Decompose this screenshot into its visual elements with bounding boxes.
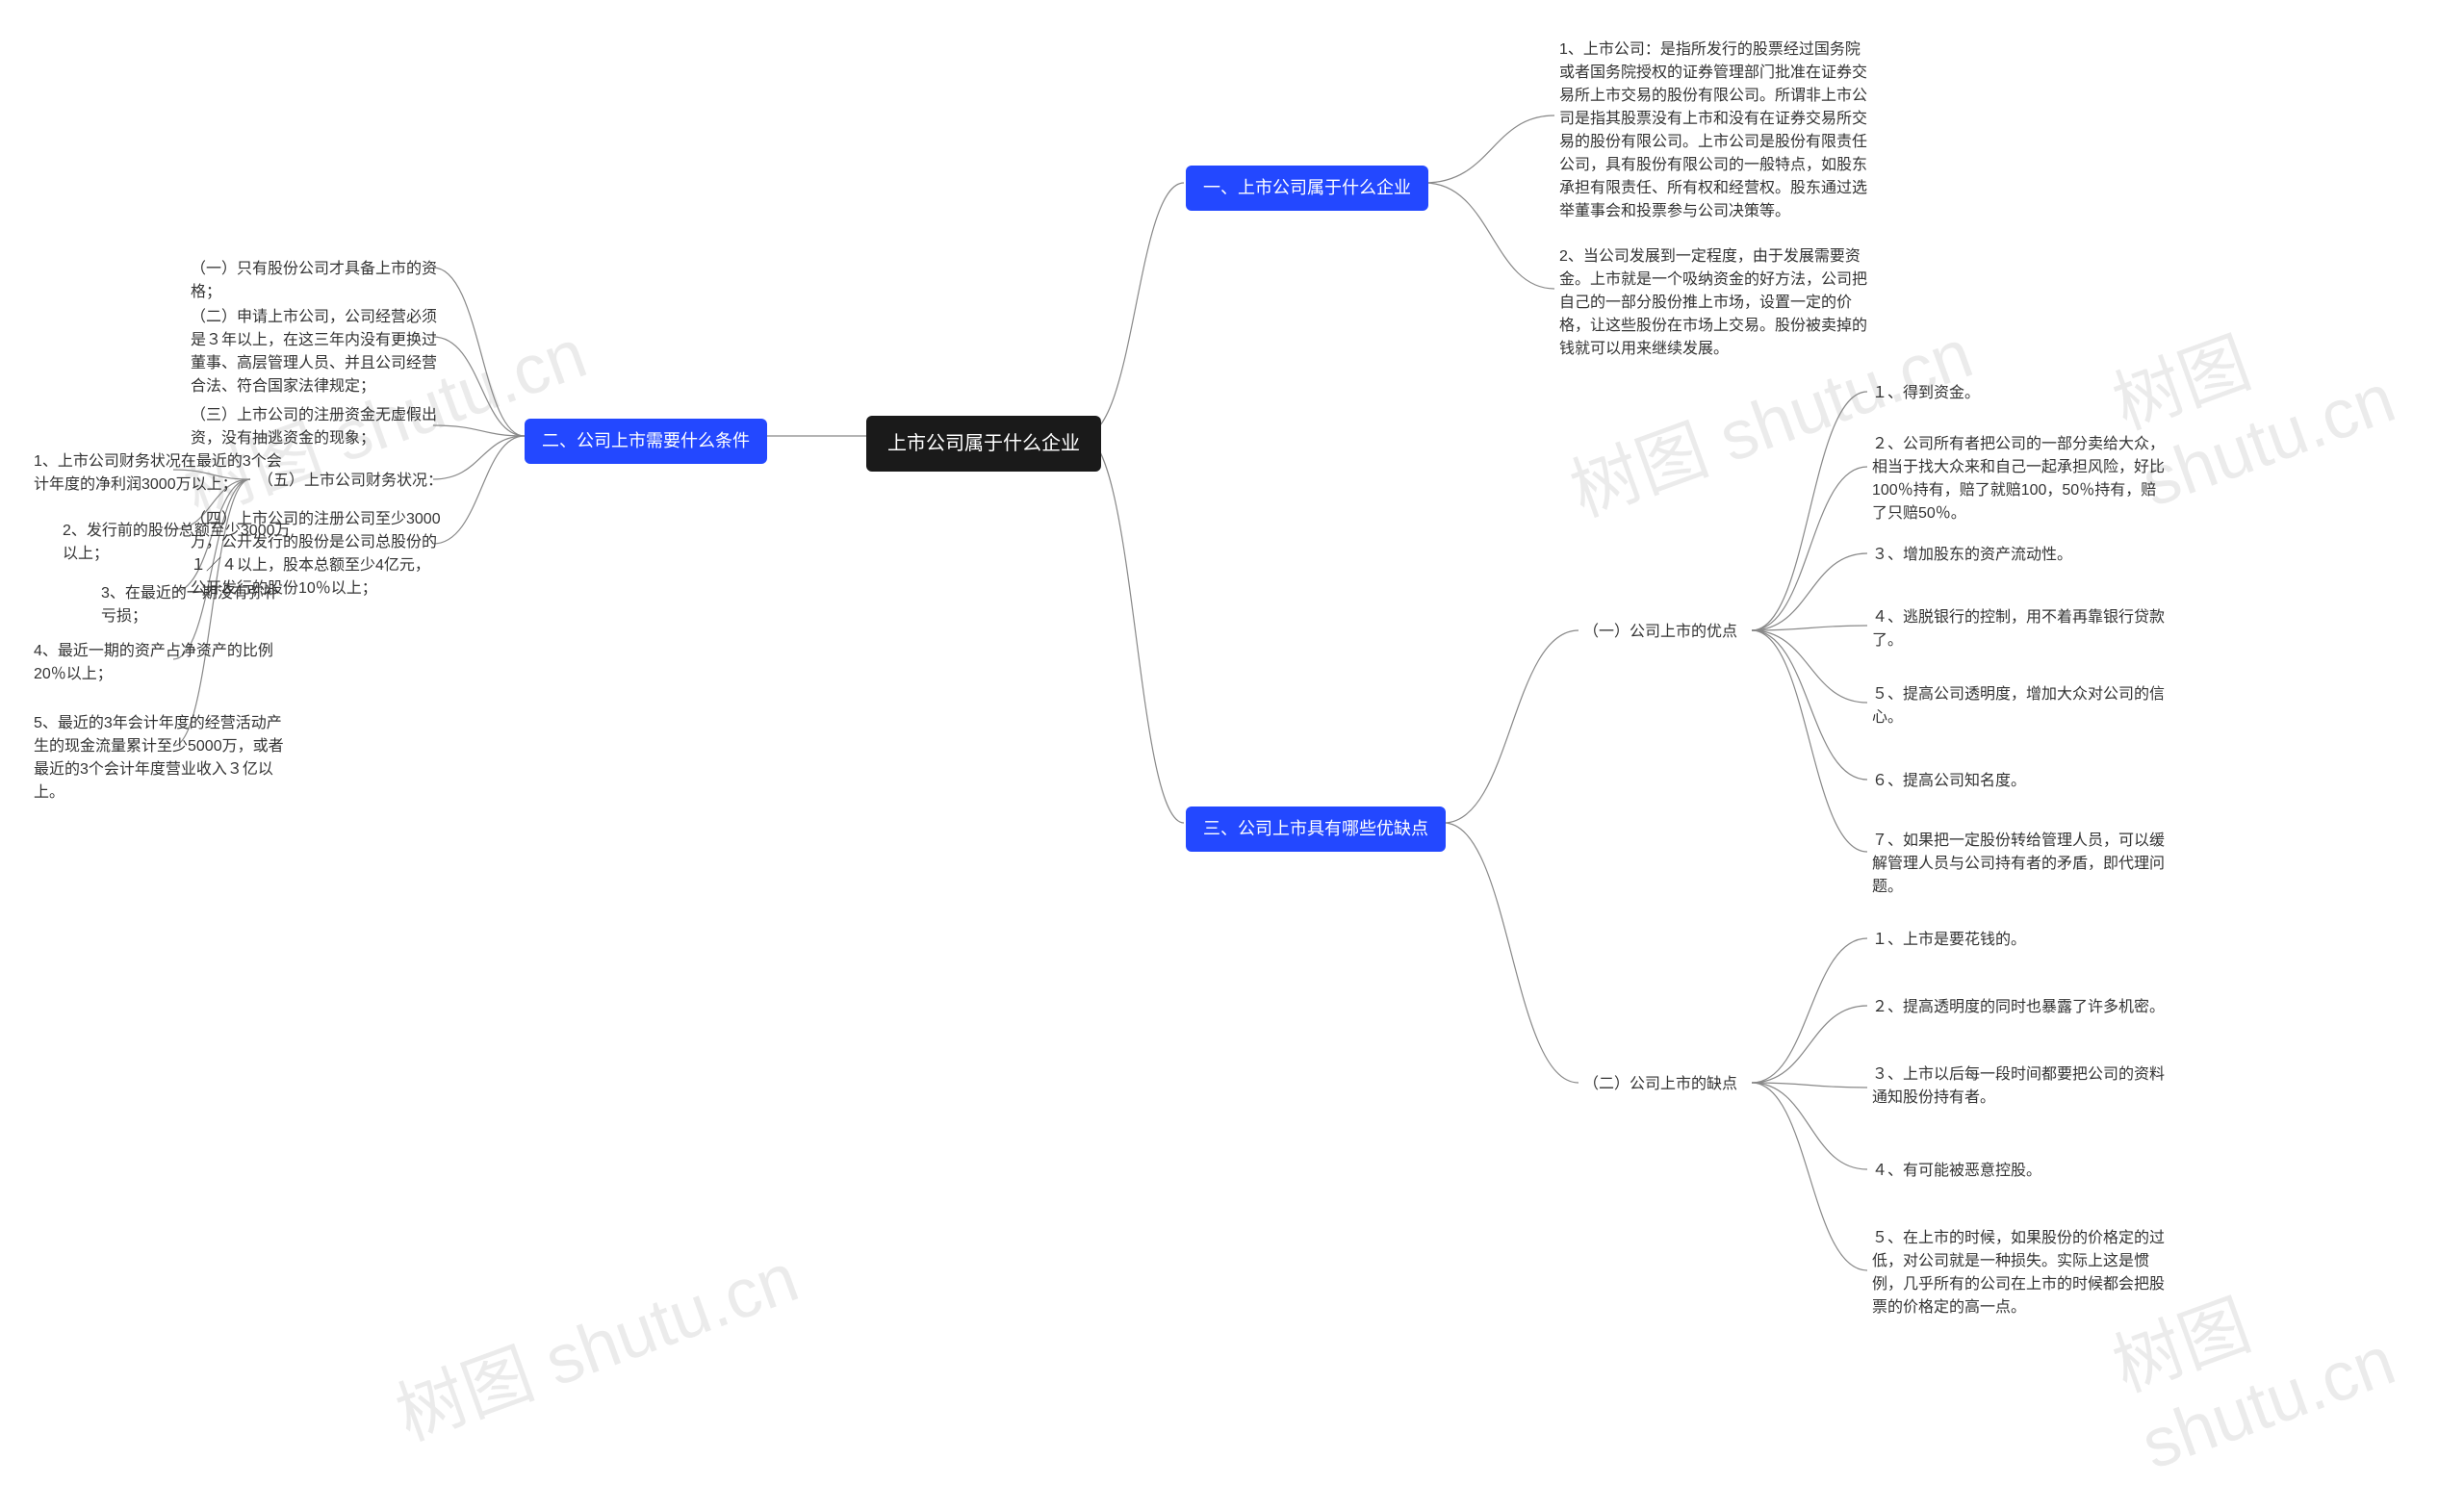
branch3-sub1-child-2: ２、公司所有者把公司的一部分卖给大众，相当于找大众来和自己一起承担风险，好比10… — [1872, 433, 2170, 525]
branch3-sub2-child-4: ４、有可能被恶意控股。 — [1872, 1160, 2041, 1183]
branch2-child-1: （一）只有股份公司才具备上市的资格； — [191, 258, 441, 304]
branch2-child-2: （二）申请上市公司，公司经营必须是３年以上，在这三年内没有更换过董事、高层管理人… — [191, 306, 441, 398]
branch3-sub2-child-3: ３、上市以后每一段时间都要把公司的资料通知股份持有者。 — [1872, 1063, 2170, 1110]
branch3-sub1-child-5: ５、提高公司透明度，增加大众对公司的信心。 — [1872, 683, 2170, 730]
branch2-sub5-4: 4、最近一期的资产占净资产的比例20％以上； — [34, 640, 294, 686]
branch3-sub1-label: （一）公司上市的优点 — [1583, 621, 1737, 644]
branch2-sub5-1: 1、上市公司财务状况在最近的3个会计年度的净利润3000万以上； — [34, 450, 294, 497]
branch2-sub5-2: 2、发行前的股份总额至少3000万以上； — [63, 520, 294, 566]
branch1-child-2: 2、当公司发展到一定程度，由于发展需要资金。上市就是一个吸纳资金的好方法，公司把… — [1559, 245, 1867, 361]
branch3-sub2-child-5: ５、在上市的时候，如果股份的价格定的过低，对公司就是一种损失。实际上这是惯例，几… — [1872, 1227, 2170, 1319]
branch3-sub2-label: （二）公司上市的缺点 — [1583, 1073, 1737, 1096]
branch2-node: 二、公司上市需要什么条件 — [525, 419, 767, 464]
branch3-sub1-child-6: ６、提高公司知名度。 — [1872, 770, 2026, 793]
branch3-sub1-child-7: ７、如果把一定股份转给管理人员，可以缓解管理人员与公司持有者的矛盾，即代理问题。 — [1872, 830, 2170, 899]
branch3-sub1-child-4: ４、逃脱银行的控制，用不着再靠银行贷款了。 — [1872, 606, 2170, 653]
branch3-node: 三、公司上市具有哪些优缺点 — [1186, 807, 1446, 852]
branch1-child-1: 1、上市公司：是指所发行的股票经过国务院或者国务院授权的证券管理部门批准在证券交… — [1559, 38, 1867, 223]
branch3-sub2-child-2: ２、提高透明度的同时也暴露了许多机密。 — [1872, 996, 2165, 1019]
branch3-sub2-child-1: １、上市是要花钱的。 — [1872, 929, 2026, 952]
branch1-node: 一、上市公司属于什么企业 — [1186, 166, 1428, 211]
branch2-sub5-3: 3、在最近的一期没有弥补亏损； — [101, 582, 294, 628]
branch2-child-3: （三）上市公司的注册资金无虚假出资，没有抽逃资金的现象； — [191, 404, 441, 450]
branch3-sub1-child-1: １、得到资金。 — [1872, 382, 1980, 405]
watermark: 树图 shutu.cn — [380, 1221, 809, 1460]
branch3-sub1-child-3: ３、增加股东的资产流动性。 — [1872, 544, 2072, 567]
root-node: 上市公司属于什么企业 — [866, 416, 1101, 472]
branch2-sub5-5: 5、最近的3年会计年度的经营活动产生的现金流量累计至少5000万，或者最近的3个… — [34, 712, 294, 805]
